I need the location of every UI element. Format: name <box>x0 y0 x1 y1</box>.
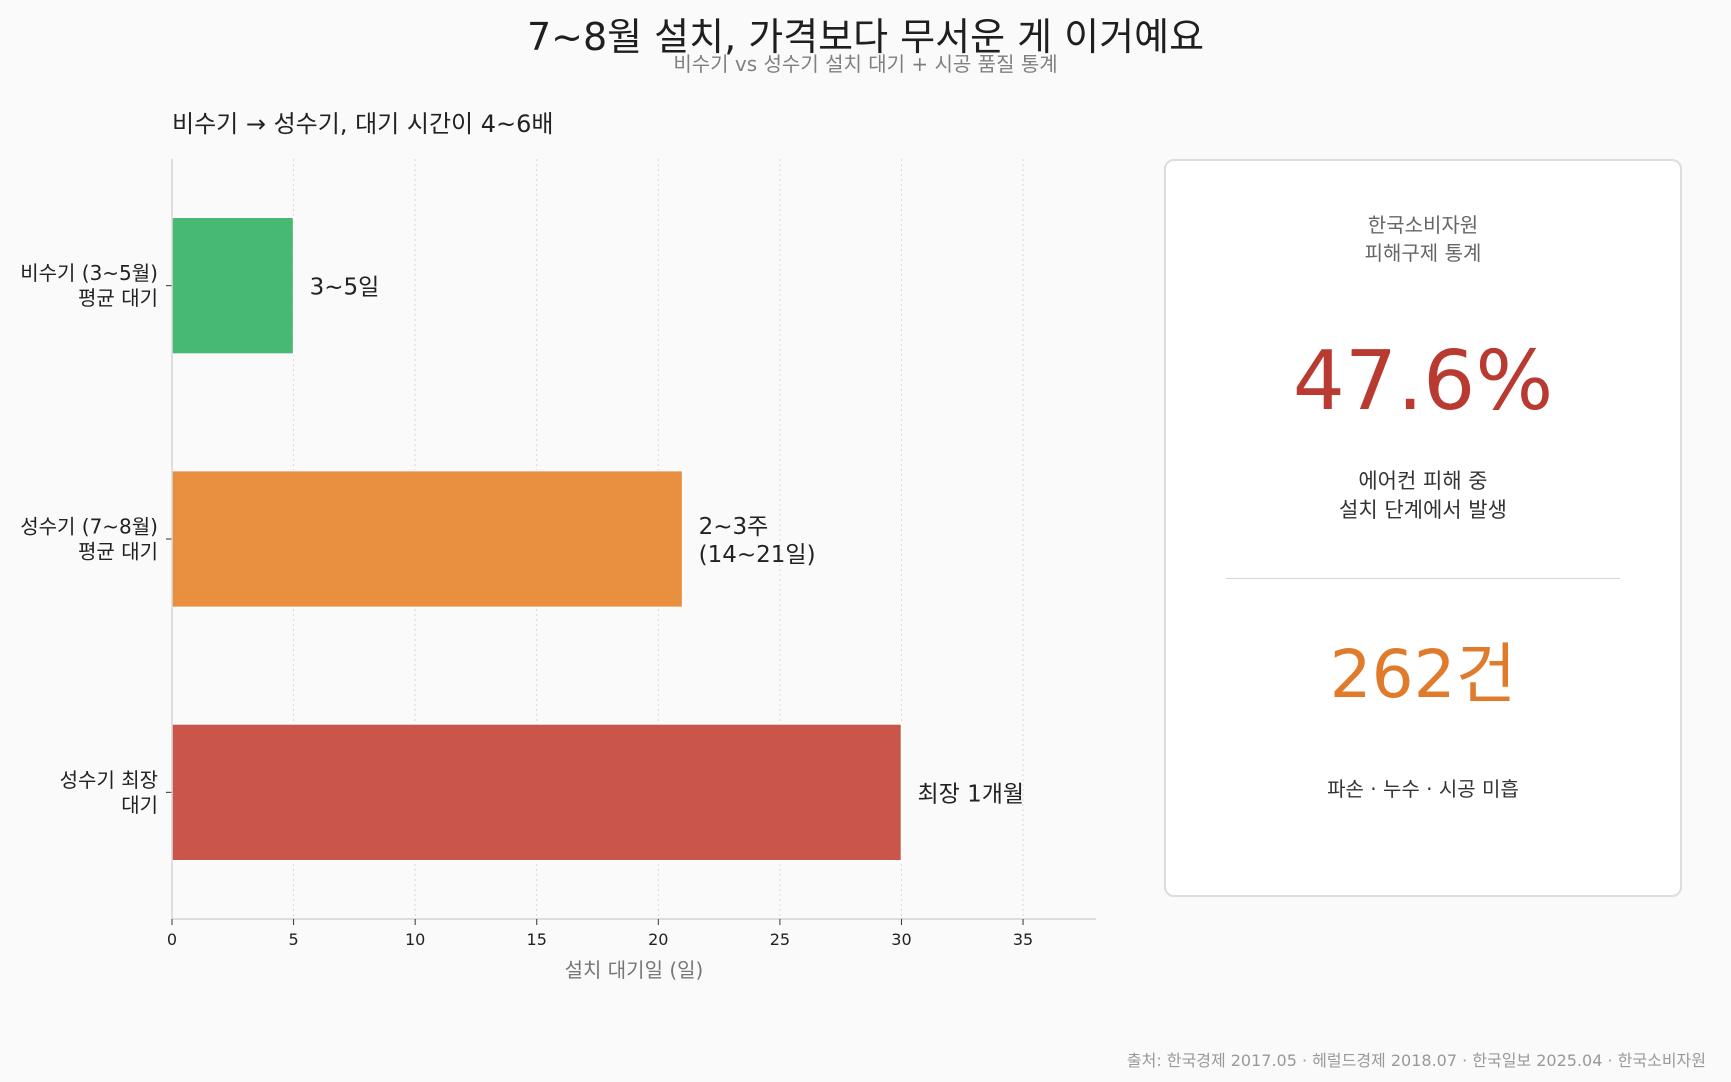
x-axis-label: 설치 대기일 (일) <box>565 958 704 982</box>
page-title: 7~8월 설치, 가격보다 무서운 게 이거예요 <box>526 15 1205 59</box>
card-divider <box>1226 578 1620 579</box>
stats-card: 한국소비자원 피해구제 통계 47.6% 에어컨 피해 중 설치 단계에서 발생… <box>1164 159 1682 897</box>
stat-percent-label: 에어컨 피해 중 설치 단계에서 발생 <box>1166 467 1680 525</box>
bar-value-label: 3~5일 <box>310 275 380 301</box>
x-tick-label: 15 <box>527 930 547 949</box>
card-source: 한국소비자원 피해구제 통계 <box>1166 211 1680 267</box>
stat-percent: 47.6% <box>1292 334 1554 429</box>
stat-count: 262건 <box>1329 636 1517 713</box>
category-label: 비수기 (3~5월) <box>20 261 158 285</box>
x-tick-label: 0 <box>167 930 177 949</box>
category-label: 평균 대기 <box>78 540 158 564</box>
bar <box>171 723 903 862</box>
page-subtitle: 비수기 vs 성수기 설치 대기 + 시공 품질 통계 <box>673 52 1058 76</box>
x-tick-label: 25 <box>770 930 790 949</box>
chart-title: 비수기 → 성수기, 대기 시간이 4~6배 <box>172 110 554 138</box>
x-tick-label: 10 <box>405 930 425 949</box>
x-tick-label: 20 <box>648 930 668 949</box>
bar <box>171 469 684 609</box>
bar-value-label: 2~3주 <box>699 514 769 540</box>
stat-count-label: 파손 · 누수 · 시공 미흡 <box>1327 777 1519 801</box>
stat-percent-label-line: 에어컨 피해 중 <box>1358 469 1488 493</box>
category-label: 대기 <box>121 793 158 817</box>
axes <box>166 159 1096 925</box>
bar <box>171 216 295 355</box>
category-label: 성수기 최장 <box>60 768 158 792</box>
card-source-line: 한국소비자원 <box>1367 213 1479 237</box>
x-tick-label: 5 <box>288 930 298 949</box>
x-tick-label: 30 <box>891 930 911 949</box>
stat-percent-label-line: 설치 단계에서 발생 <box>1339 498 1507 522</box>
category-label: 평균 대기 <box>78 286 158 310</box>
bar-value-label: (14~21일) <box>699 542 816 568</box>
bar-value-label: 최장 1개월 <box>917 781 1024 807</box>
source-footer: 출처: 한국경제 2017.05 · 헤럴드경제 2018.07 · 한국일보 … <box>1126 1051 1706 1070</box>
card-source-line: 피해구제 통계 <box>1364 241 1482 265</box>
category-label: 성수기 (7~8월) <box>20 515 158 539</box>
x-tick-label: 35 <box>1013 930 1033 949</box>
bars <box>171 216 903 862</box>
